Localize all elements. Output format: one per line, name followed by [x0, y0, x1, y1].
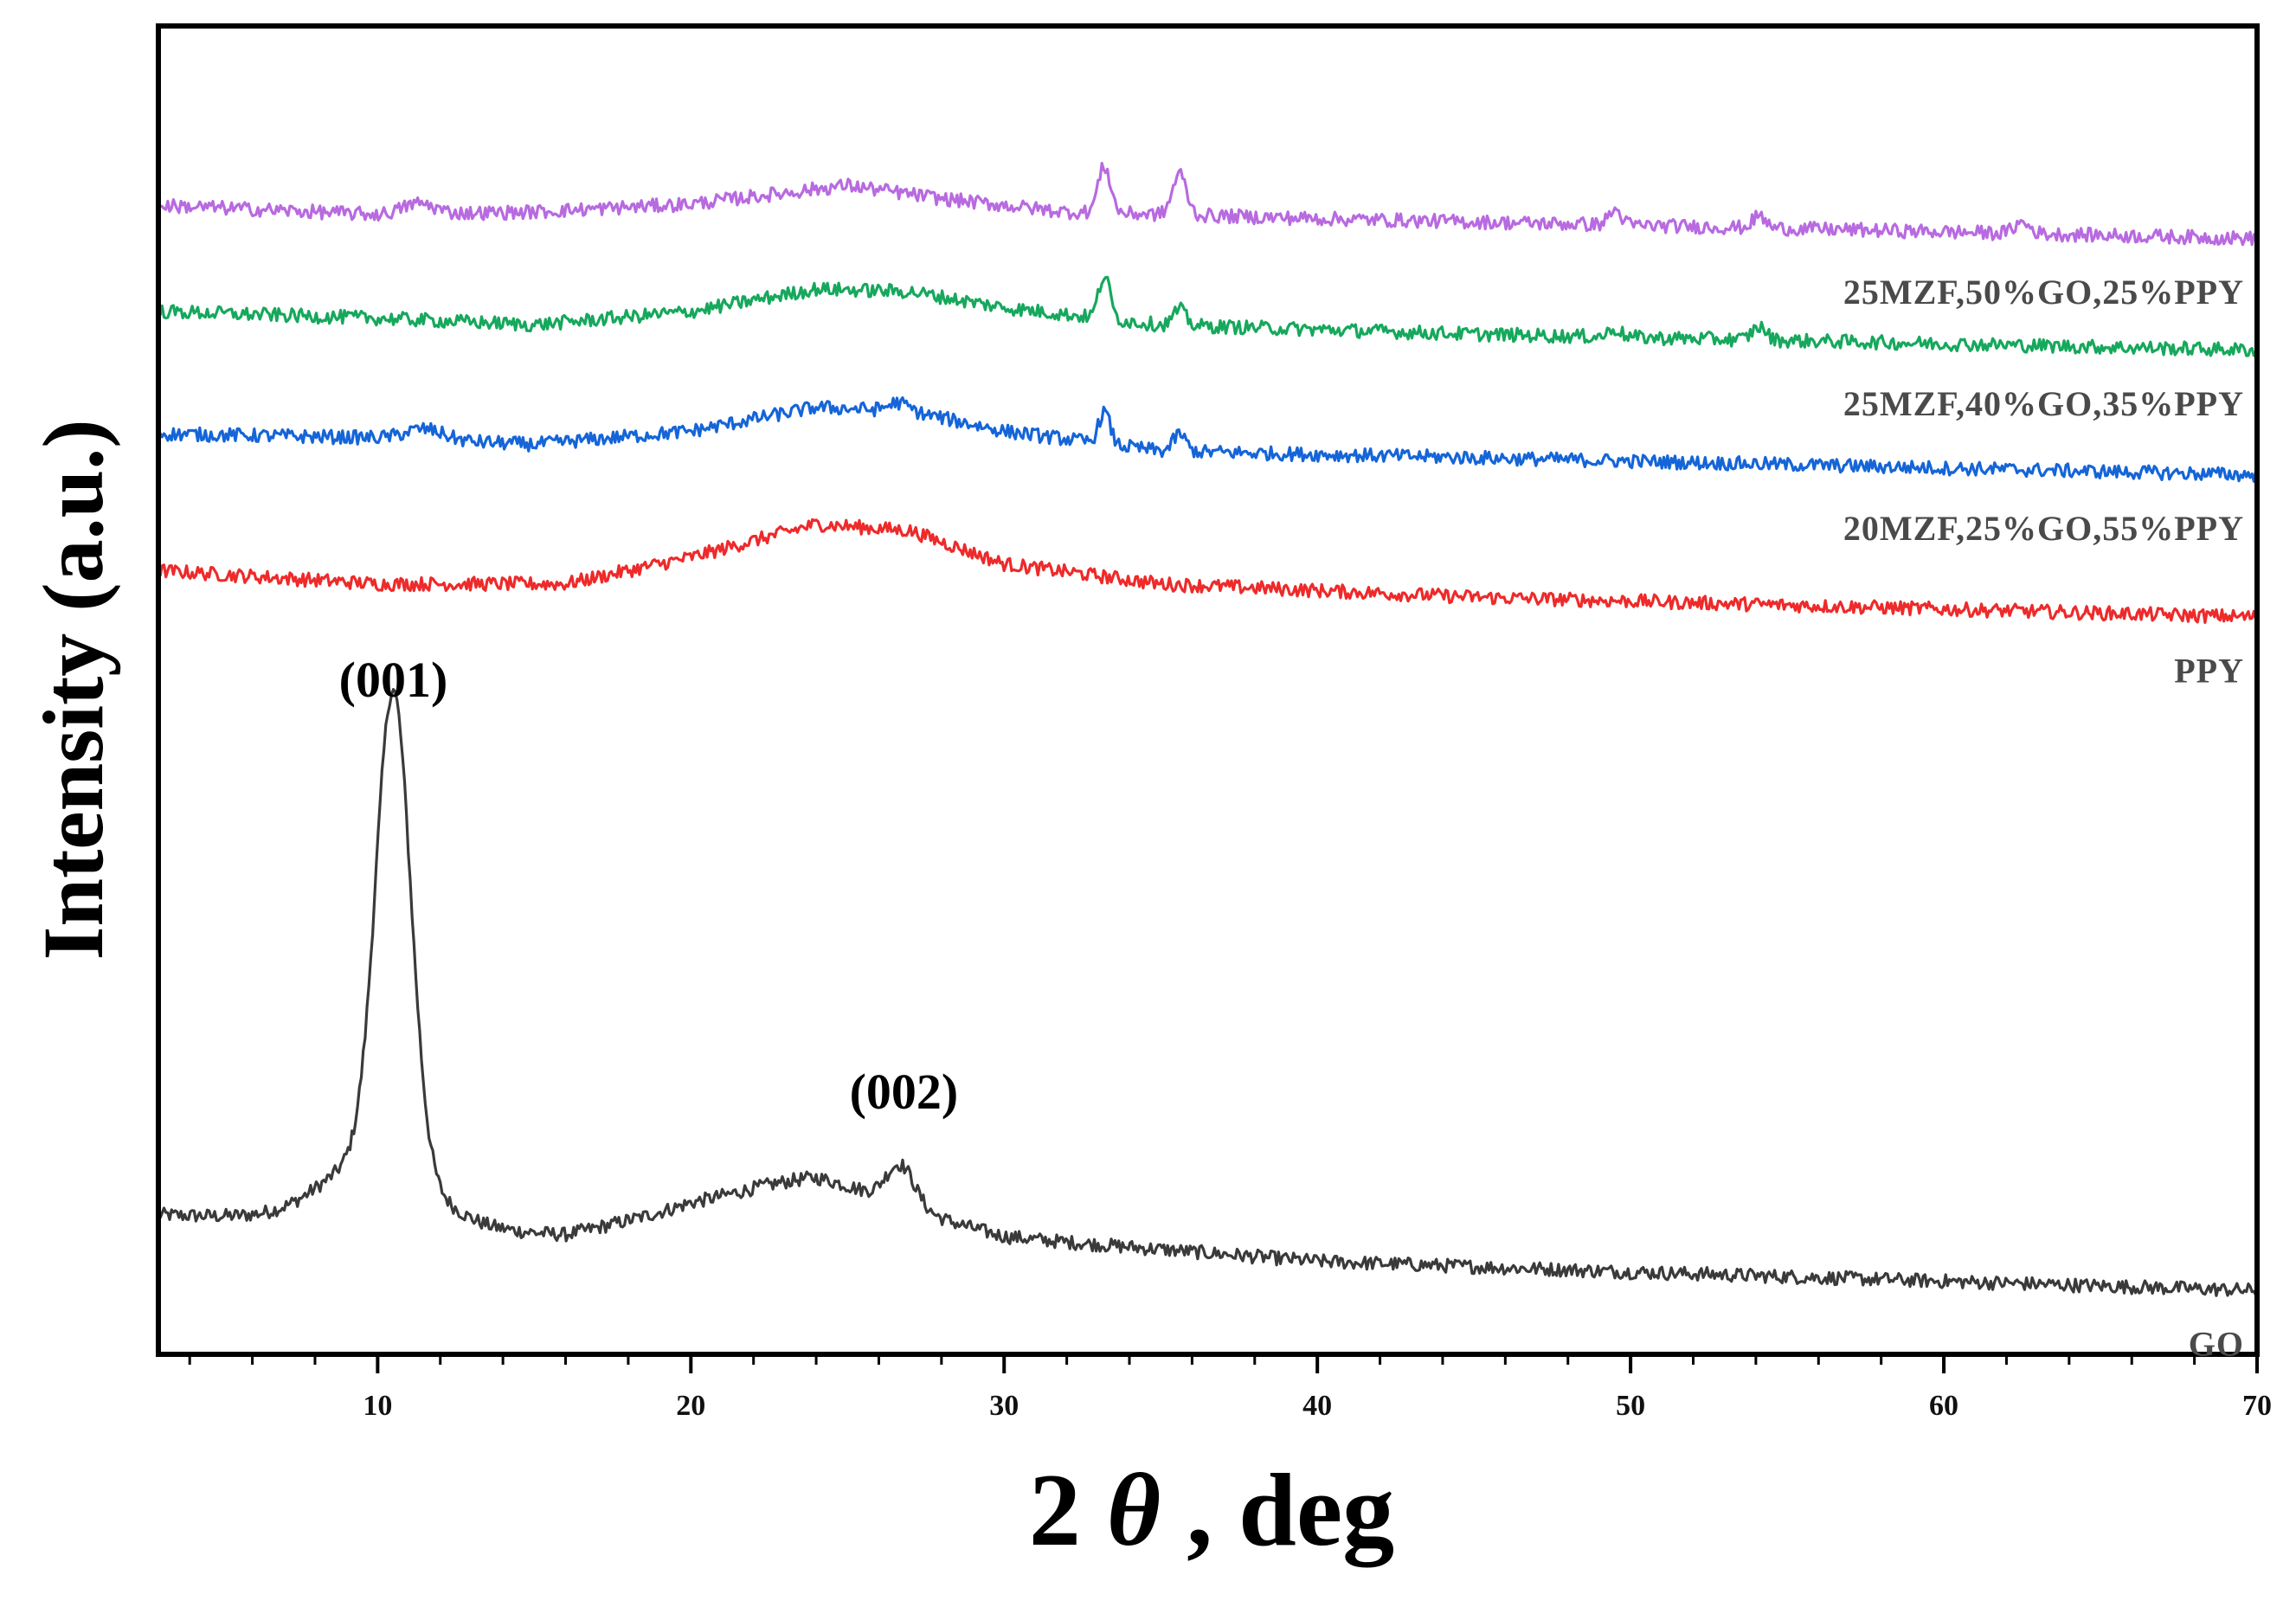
labels-layer: 10 20 30 40 50 60 70 GO PPY 20MZF,25%GO,55%PPY 25M…: [339, 273, 2272, 1422]
series-label-20mzf-25-go-55-ppy: 20MZF,25%GO,55%PPY: [1843, 509, 2244, 548]
series-line-ppy: [157, 517, 2258, 624]
x-tick-label: 50: [1616, 1390, 1645, 1422]
x-tick-label: 30: [989, 1390, 1019, 1422]
x-axis-title-prefix: 2: [1029, 1452, 1081, 1567]
x-axis-title-theta: θ: [1107, 1452, 1161, 1567]
series-layer: [157, 162, 2258, 1297]
peak-annotation: (001): [339, 652, 448, 708]
series-line-go: [157, 688, 2258, 1297]
series-label-ppy: PPY: [2174, 651, 2244, 690]
series-label-go: GO: [2189, 1325, 2244, 1364]
series-line-25mzf-50-go-25-ppy: [157, 162, 2258, 247]
series-label-25mzf-50-go-25-ppy: 25MZF,50%GO,25%PPY: [1843, 273, 2244, 312]
x-tick-label: 20: [676, 1390, 705, 1422]
series-line-20mzf-25-go-55-ppy: [157, 396, 2258, 483]
plot-frame: [156, 23, 2260, 1357]
x-tick-label: 10: [363, 1390, 392, 1422]
series-line-25mzf-40-go-35-ppy: [157, 275, 2258, 357]
peak-annotation: (002): [850, 1064, 959, 1120]
x-tick-label: 60: [1929, 1390, 1958, 1422]
y-axis-title: Intensity (a.u.): [25, 419, 121, 960]
x-tick-label: 40: [1302, 1390, 1332, 1422]
series-label-25mzf-40-go-35-ppy: 25MZF,40%GO,35%PPY: [1843, 384, 2244, 423]
x-tick-label: 70: [2242, 1390, 2272, 1422]
x-axis-title-suffix: , deg: [1187, 1452, 1394, 1568]
x-axis-title: 2 θ , deg: [1029, 1452, 1394, 1568]
